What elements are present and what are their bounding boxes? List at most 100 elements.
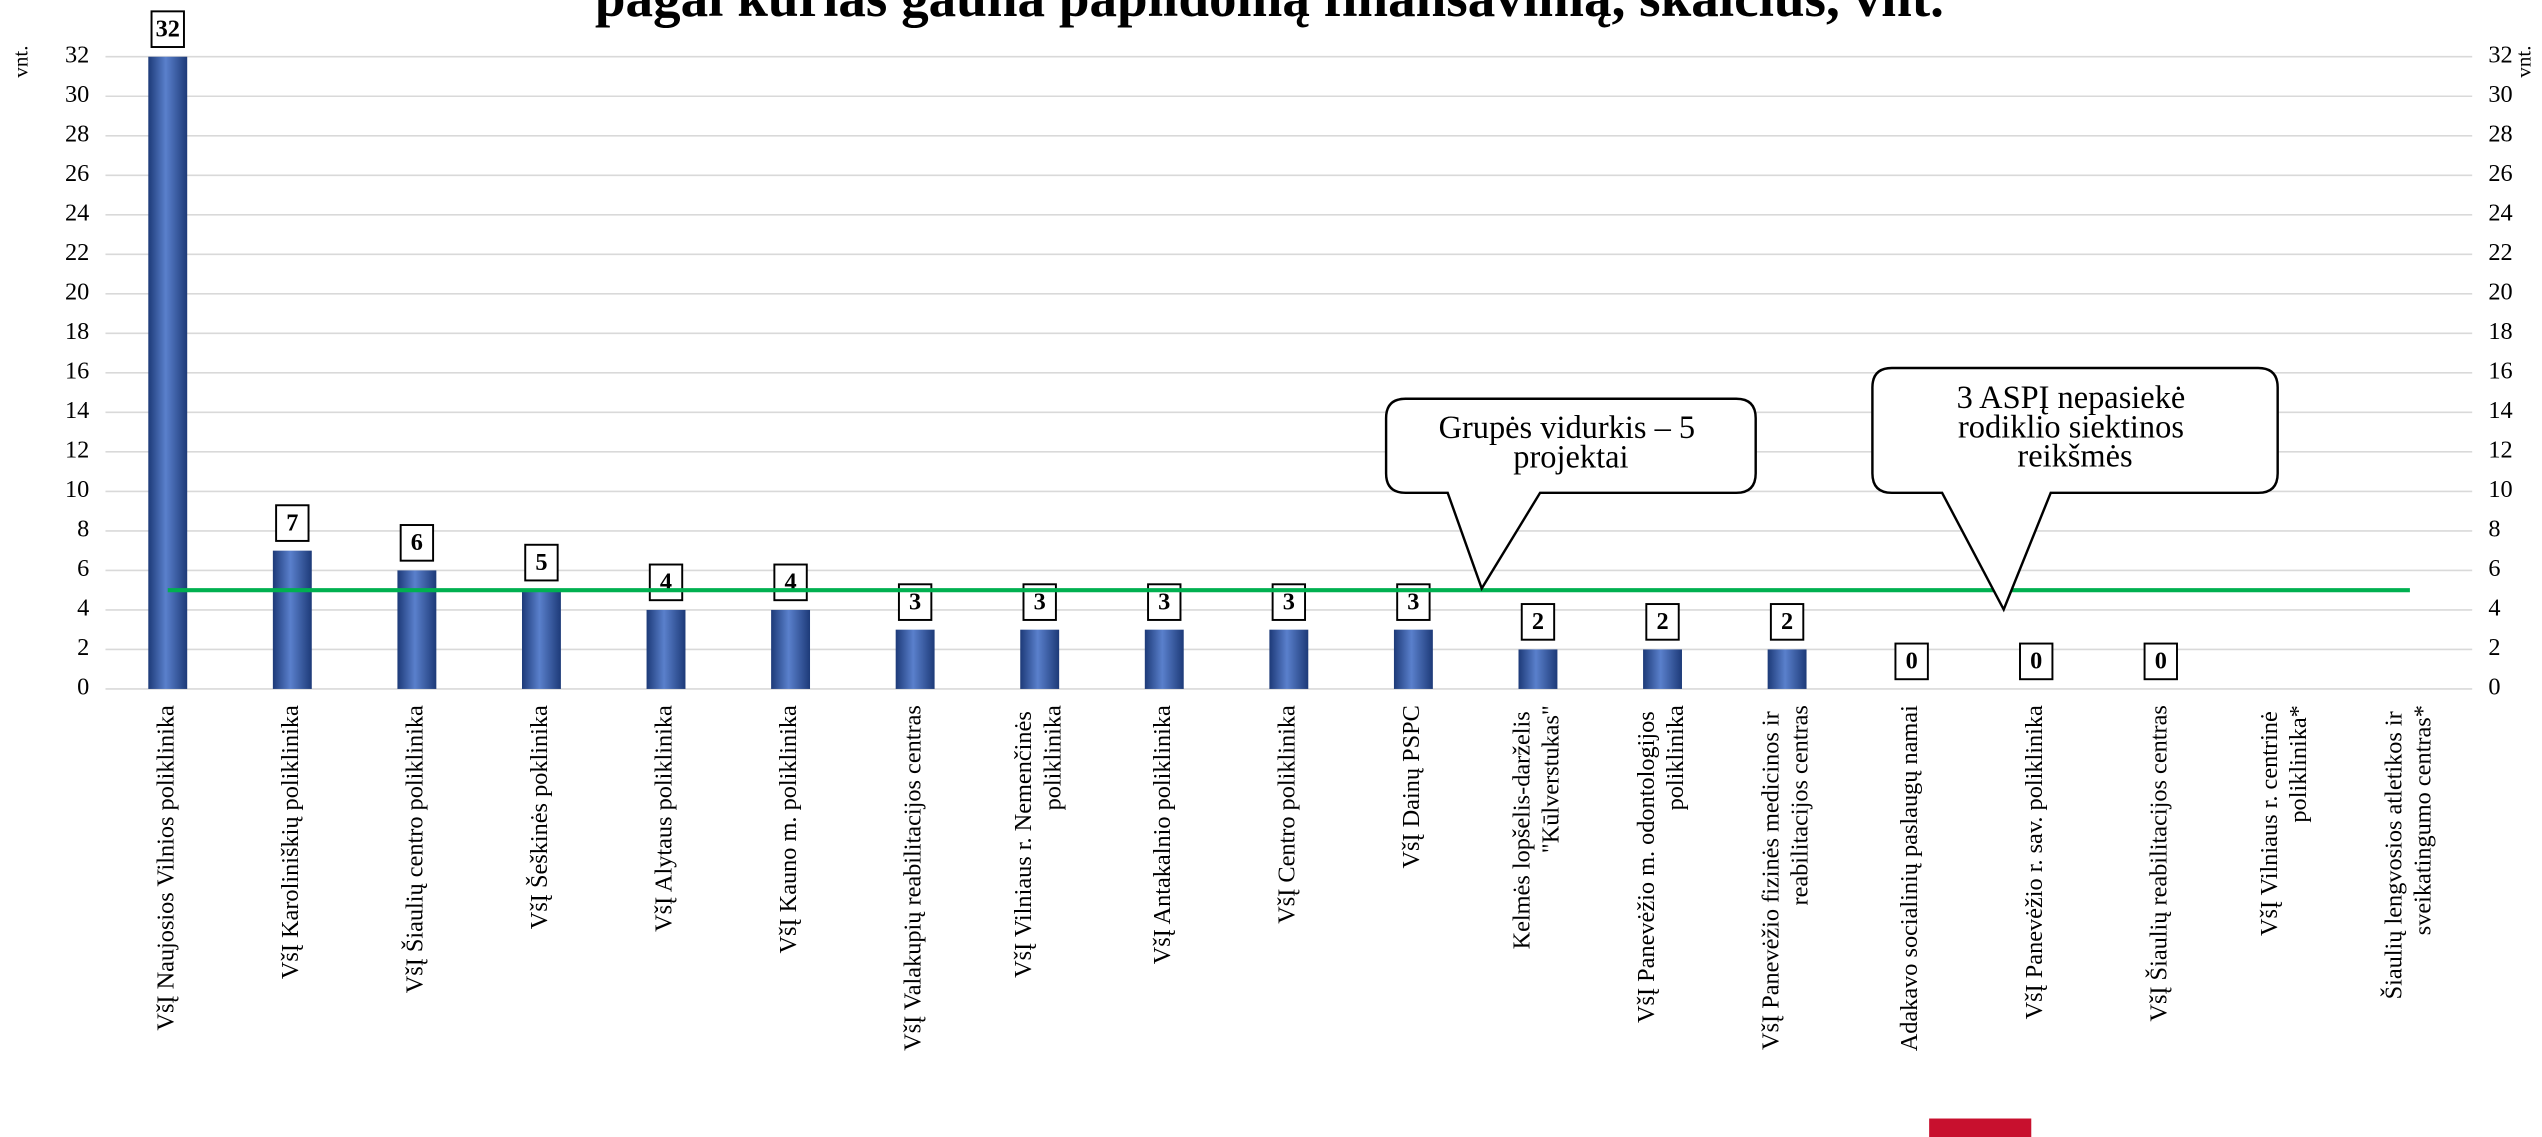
value-label-box [524,543,559,582]
y-tick-label: 14 [65,397,89,424]
annotation: 3 ASPĮ nepasiekė rodiklio siektinos reik… [1957,381,2194,475]
x-tick-label: Adakavo socialinių paslaugų namai [1896,705,1923,1051]
x-tick-label: VšĮ Antakalnio poliklinika [1149,705,1176,964]
bar [771,609,811,689]
value-label: 3 [1407,588,1419,615]
y-tick-label: 18 [65,318,89,345]
x-tick-label: VšĮ Karoliniškių poliklinika [277,705,304,979]
value-label-box [2143,642,2178,681]
value-label-box [1769,603,1805,641]
y2-axis-label: vnt. [2512,46,2536,78]
y2-tick-label: 28 [2488,120,2512,147]
bar [1643,649,1682,689]
bar [1269,629,1309,689]
y2-tick-label: 0 [2488,674,2500,701]
y2-tick-label: 20 [2488,278,2512,305]
annotation: Grupės vidurkis – 5 projektai [1439,411,1704,476]
y-tick-label: 0 [77,674,89,701]
value-label-box [648,563,684,602]
bar [1518,649,1558,689]
value-label: 0 [1906,648,1918,675]
bar [895,629,935,689]
value-label-box [1894,642,1929,681]
value-label-box [1520,603,1556,641]
value-label: 2 [1781,608,1793,635]
y2-tick-label: 32 [2488,41,2512,68]
y2-tick-label: 18 [2488,318,2512,345]
value-label-box [150,10,185,48]
y-tick-label: 30 [65,81,89,108]
x-tick-label: Šiaulių lengvosios atletikos ir sveikati… [2379,705,2436,999]
value-label: 0 [2155,648,2167,675]
callout [1871,366,2279,613]
x-tick-label: VšĮ Alytaus poliklinika [651,705,678,932]
y-tick-label: 4 [77,594,89,621]
value-label: 32 [156,15,180,42]
y-tick-label: 10 [65,476,89,503]
y-tick-label: 20 [65,278,89,305]
y-tick-label: 6 [77,555,89,582]
x-tick-label: VšĮ Centro poliklinika [1273,705,1300,924]
value-label: 6 [411,529,423,556]
y2-tick-label: 22 [2488,239,2512,266]
x-tick-label: VšĮ Dainų PSPC [1398,705,1425,868]
y-tick-label: 28 [65,120,89,147]
bar [1144,629,1184,689]
y2-tick-label: 10 [2488,476,2512,503]
value-label: 3 [1283,588,1295,615]
y2-tick-label: 24 [2488,199,2512,226]
y-tick-label: 26 [65,160,89,187]
value-label: 3 [1158,588,1170,615]
x-tick-label: VšĮ Šeškinės poklinika [525,705,553,929]
bar [1393,629,1433,689]
value-label-box [773,563,808,602]
y2-tick-label: 4 [2488,594,2500,621]
x-tick-label: VšĮ Naujosios Vilnios poliklinika [152,705,179,1031]
value-label: 7 [286,509,298,536]
bar [1020,629,1060,689]
chart-title: pagal kurias gauna papildomą finansavimą… [595,0,1944,28]
y2-tick-label: 30 [2488,81,2512,108]
x-tick-label: VšĮ Panevėžio fizinės medicinos ir reabi… [1757,705,1813,1050]
x-tick-label: VšĮ Kauno m. poliklinika [775,705,802,954]
y2-tick-label: 12 [2488,436,2512,463]
x-tick-label: VšĮ Šiaulių reabilitacijos centras [2144,705,2172,1021]
y-tick-label: 12 [65,436,89,463]
bar [272,550,312,689]
bar [646,609,686,689]
x-tick-label: VšĮ Panevėžio m. odontologijos poliklini… [1633,705,1689,1023]
value-label: 5 [535,549,547,576]
x-tick-label: VšĮ Valakupių reabilitacijos centras [900,705,927,1051]
value-label: 3 [1034,588,1046,615]
value-label-box [2019,642,2054,681]
y2-tick-label: 16 [2488,357,2512,384]
x-tick-label: VšĮ Vilniaus r. Nemenčinės poliklinika [1010,705,1066,978]
y-tick-label: 8 [77,515,89,542]
value-label-box [399,524,435,562]
bar [521,590,561,689]
value-label: 2 [1656,608,1668,635]
y-tick-label: 16 [65,357,89,384]
y2-tick-label: 26 [2488,160,2512,187]
footer-badge [1929,1118,2032,1137]
y2-tick-label: 14 [2488,397,2512,424]
y2-tick-label: 6 [2488,555,2500,582]
y2-tick-label: 2 [2488,634,2500,661]
value-label: 3 [909,588,921,615]
bar [1767,649,1807,689]
x-tick-label: VšĮ Šiaulių centro poliklinika [400,705,428,993]
value-label-box [1645,603,1680,641]
value-label: 0 [2030,648,2042,675]
value-label: 2 [1532,608,1544,635]
y-tick-label: 22 [65,239,89,266]
callout [1384,397,1757,592]
y-tick-label: 32 [65,41,89,68]
value-label-box [275,504,310,542]
x-tick-label: VšĮ Vilniaus r. centrinė poliklinika* [2255,705,2311,936]
y-axis-label: vnt. [9,46,33,78]
y-tick-label: 2 [77,634,89,661]
y2-tick-label: 8 [2488,515,2500,542]
x-tick-label: Kelmės lopšelis-darželis "Kūlverstukas" [1508,705,1564,949]
y-tick-label: 24 [65,199,89,226]
